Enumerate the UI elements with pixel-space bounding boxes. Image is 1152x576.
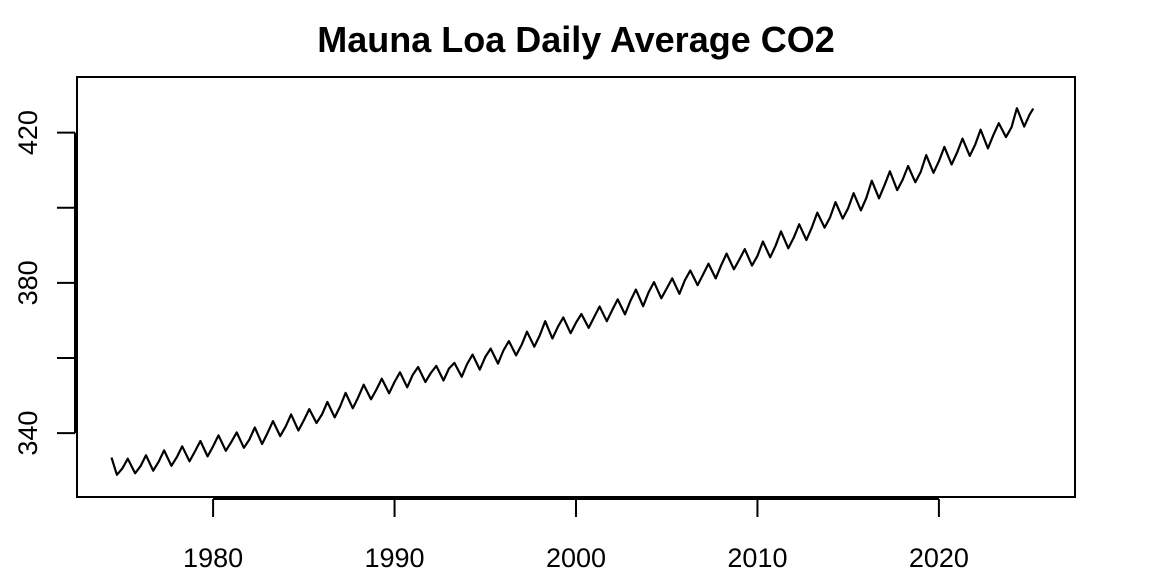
plot-area	[110, 107, 1035, 476]
x-tick-label: 1990	[365, 543, 425, 573]
series-line	[110, 107, 1035, 476]
plot-frame	[76, 76, 1076, 498]
x-tick-label: 2020	[909, 543, 969, 573]
y-tick-label: 340	[13, 411, 43, 456]
x-tick-label: 2010	[727, 543, 787, 573]
y-axis: 340 380 420	[13, 110, 76, 456]
y-tick-label: 380	[13, 260, 43, 305]
chart-title: Mauna Loa Daily Average CO2	[317, 19, 835, 60]
y-tick-label: 420	[13, 110, 43, 155]
x-tick-label: 1980	[183, 543, 243, 573]
x-axis: 1980 1990 2000 2010 2020	[183, 498, 969, 573]
x-tick-label: 2000	[546, 543, 606, 573]
